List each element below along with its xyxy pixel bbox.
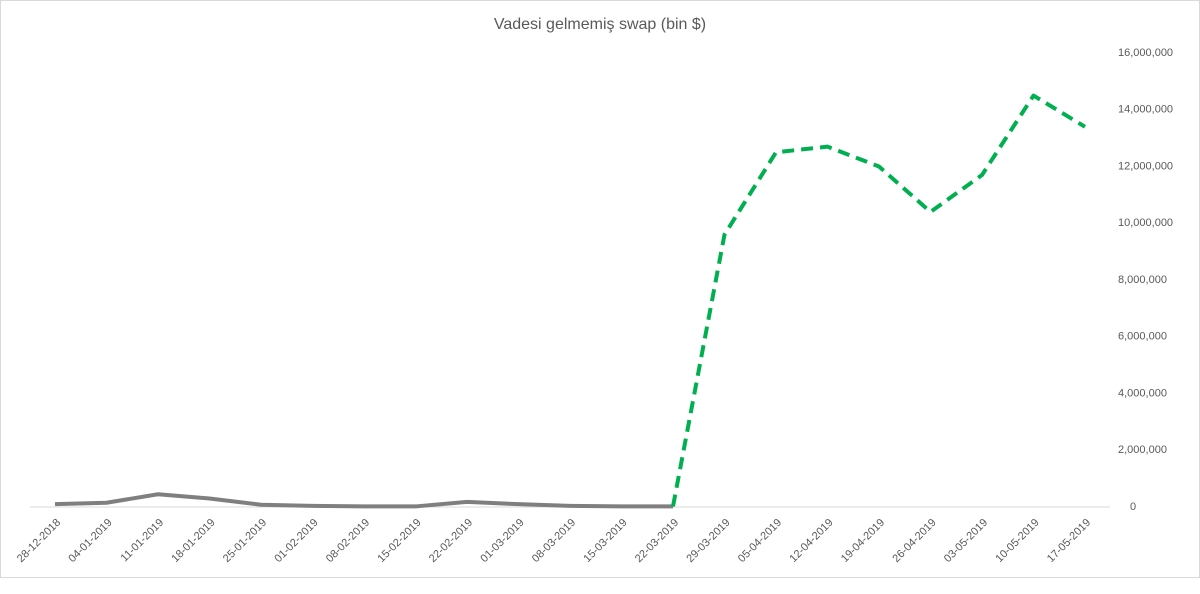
y-tick-label: 0 — [1130, 501, 1136, 513]
y-tick-label: 6,000,000 — [1118, 331, 1167, 343]
y-tick-label: 2,000,000 — [1118, 444, 1167, 456]
y-tick-label: 8,000,000 — [1118, 274, 1167, 286]
y-tick-label: 14,000,000 — [1118, 104, 1173, 116]
chart-border — [0, 0, 1200, 578]
y-tick-label: 12,000,000 — [1118, 160, 1173, 172]
y-tick-label: 4,000,000 — [1118, 387, 1167, 399]
chart-title: Vadesi gelmemiş swap (bin $) — [494, 16, 706, 33]
y-tick-label: 16,000,000 — [1118, 47, 1173, 59]
line-series — [54, 492, 673, 509]
y-tick-label: 10,000,000 — [1118, 217, 1173, 229]
line-series — [671, 93, 1087, 507]
